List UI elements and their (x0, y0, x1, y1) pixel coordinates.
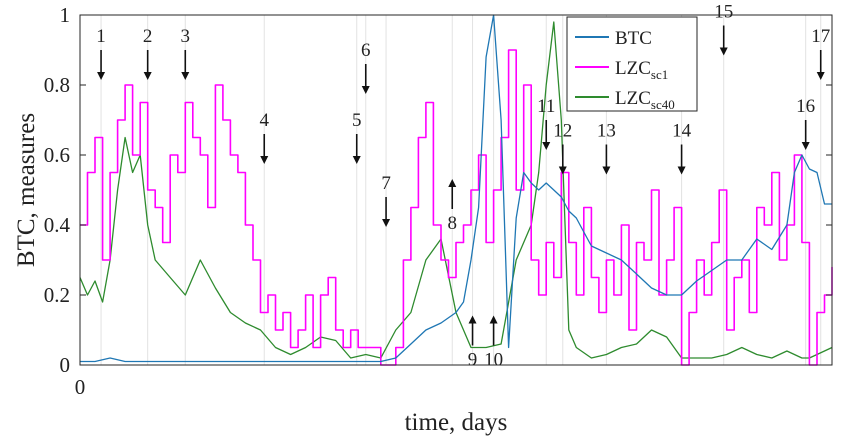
annotation-label: 2 (143, 26, 153, 47)
x-axis-title: time, days (405, 409, 508, 436)
annotation-17: 17 (811, 26, 830, 80)
plot-frame (79, 14, 833, 366)
annotation-1: 1 (96, 26, 106, 80)
y-tick-label: 0.8 (44, 73, 70, 97)
annotation-10: 10 (484, 315, 503, 371)
annotation-arrow-head (719, 47, 728, 56)
annotation-arrow-head (468, 315, 477, 324)
annotation-8: 8 (447, 179, 457, 234)
annotation-arrow-head (143, 72, 152, 80)
annotation-arrow-head (181, 72, 190, 80)
annotation-label: 6 (361, 40, 371, 61)
series-line-lzc-sc1 (80, 49, 833, 366)
tick-layer: 00.20.40.60.810 (44, 3, 832, 399)
annotation-arrow-head (816, 72, 825, 80)
annotation-6: 6 (361, 40, 371, 94)
annotation-label: 16 (796, 96, 815, 117)
annotation-arrow-head (489, 315, 498, 324)
legend-label-0: BTC (615, 28, 652, 49)
annotation-arrow-head (97, 72, 106, 80)
annotation-7: 7 (381, 173, 391, 227)
annotation-arrow-head (602, 166, 611, 175)
legend-label-subscript: sc1 (651, 67, 668, 82)
annotation-16: 16 (796, 96, 815, 150)
series-line-lzc-sc40 (79, 21, 833, 359)
annotation-label: 1 (96, 26, 106, 47)
annotation-arrow-head (677, 166, 686, 175)
annotation-arrow-head (352, 156, 361, 164)
annotation-label: 12 (553, 121, 572, 142)
y-axis-title: BTC, measures (13, 113, 40, 267)
annotation-label: 17 (811, 26, 830, 47)
annotation-arrow-head (558, 166, 567, 175)
x-tick-label: 0 (75, 375, 86, 399)
annotation-11: 11 (537, 96, 555, 150)
y-tick-label: 0.4 (44, 213, 71, 237)
annotation-arrow-head (260, 156, 269, 164)
annotation-12: 12 (553, 121, 572, 175)
annotation-14: 14 (672, 121, 692, 175)
annotation-label: 3 (181, 26, 191, 47)
annotation-label: 14 (672, 121, 692, 142)
legend-label-subscript: sc40 (651, 97, 675, 112)
annotation-label: 8 (447, 213, 457, 234)
annotation-label: 5 (352, 110, 362, 131)
y-tick-label: 0.6 (44, 143, 70, 167)
annotation-arrow-head (361, 86, 370, 94)
y-tick-label: 1 (60, 3, 71, 27)
series-line-btc (80, 14, 832, 363)
annotation-label: 15 (714, 2, 733, 23)
annotation-label: 4 (259, 110, 269, 131)
annotation-arrow-head (801, 142, 810, 150)
annotation-label: 7 (381, 173, 391, 194)
annotation-label: 11 (537, 96, 555, 117)
annotation-label: 13 (597, 121, 616, 142)
annotation-2: 2 (143, 26, 153, 80)
annotation-3: 3 (181, 26, 191, 80)
annotation-4: 4 (259, 110, 269, 164)
annotation-label: 9 (468, 350, 478, 371)
series-layer (79, 14, 833, 366)
legend-box (566, 16, 698, 112)
annotation-arrow-head (448, 179, 457, 187)
annotation-label: 10 (484, 350, 503, 371)
annotation-arrow-head (542, 142, 551, 150)
y-tick-label: 0.2 (44, 283, 70, 307)
grid-layer (100, 15, 822, 365)
annotation-arrow-head (382, 219, 391, 227)
y-tick-label: 0 (60, 353, 71, 377)
annotation-13: 13 (597, 121, 616, 175)
annotation-9: 9 (468, 315, 478, 371)
annotation-15: 15 (714, 2, 733, 56)
annotation-5: 5 (352, 110, 362, 164)
